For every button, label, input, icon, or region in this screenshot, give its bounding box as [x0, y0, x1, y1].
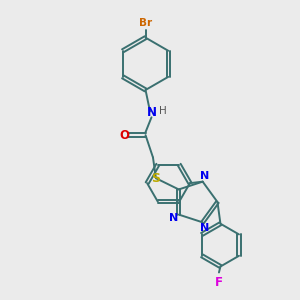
Text: O: O — [119, 129, 129, 142]
Text: H: H — [159, 106, 167, 116]
Text: N: N — [200, 224, 209, 233]
Text: F: F — [215, 276, 223, 289]
Text: N: N — [146, 106, 157, 119]
Text: Br: Br — [139, 18, 152, 28]
Text: N: N — [169, 213, 178, 224]
Text: S: S — [152, 172, 160, 185]
Text: N: N — [200, 171, 209, 181]
